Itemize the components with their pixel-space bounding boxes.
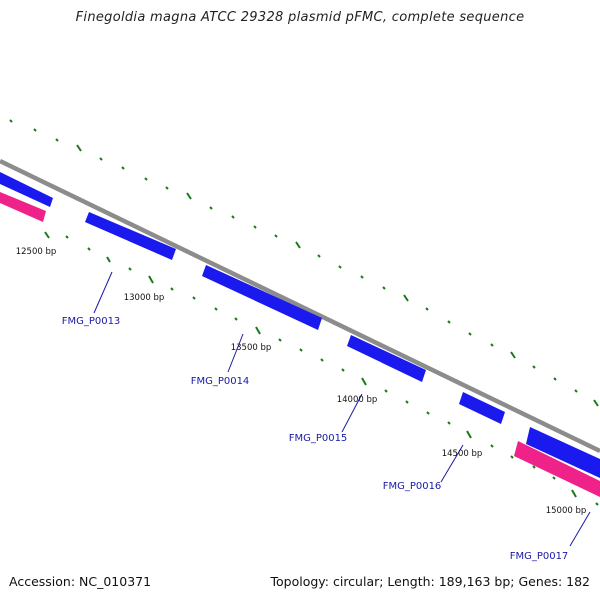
scale-label: 13000 bp (124, 293, 165, 303)
scale-label: 14500 bp (442, 449, 483, 459)
topology-summary: Topology: circular; Length: 189,163 bp; … (270, 574, 591, 589)
map-title: Finegoldia magna ATCC 29328 plasmid pFMC… (75, 10, 525, 25)
plasmid-backbone (0, 158, 600, 454)
gene-arrow-forward[interactable] (0, 172, 53, 207)
gene-label-leaders (93, 271, 591, 547)
forward-genes (0, 172, 600, 478)
scale-label: 15000 bp (546, 506, 587, 516)
scale-label: 14000 bp (337, 395, 378, 405)
gene-arrow-forward[interactable] (202, 265, 322, 330)
accession-text: Accession: NC_010371 (9, 574, 152, 589)
inner-tick-row (44, 231, 599, 506)
gene-arrow-reverse[interactable] (514, 441, 600, 497)
scale-label: 12500 bp (16, 247, 57, 257)
gene-arrow-reverse[interactable] (0, 192, 46, 222)
gene-label[interactable]: FMG_P0014 (191, 376, 250, 387)
reverse-genes (0, 192, 600, 497)
gene-arrow-forward[interactable] (347, 335, 426, 382)
gene-label[interactable]: FMG_P0017 (510, 551, 569, 562)
gene-arrow-forward[interactable] (459, 392, 505, 424)
gene-label[interactable]: FMG_P0016 (383, 481, 442, 492)
gene-arrow-forward[interactable] (85, 212, 176, 260)
scale-label: 13500 bp (231, 343, 272, 353)
gene-label[interactable]: FMG_P0015 (289, 433, 348, 444)
gene-arrow-forward[interactable] (526, 427, 600, 478)
gene-label[interactable]: FMG_P0013 (62, 316, 121, 327)
outer-tick-row (9, 119, 599, 407)
